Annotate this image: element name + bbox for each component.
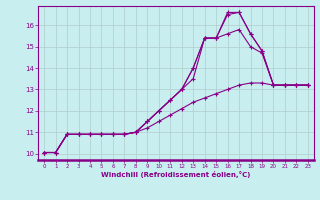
X-axis label: Windchill (Refroidissement éolien,°C): Windchill (Refroidissement éolien,°C) bbox=[101, 171, 251, 178]
